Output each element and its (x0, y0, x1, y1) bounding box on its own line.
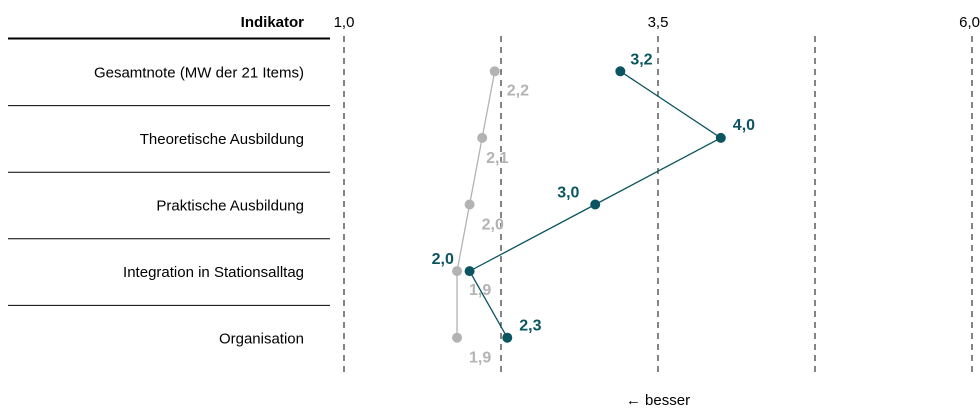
data-point (489, 66, 500, 77)
data-point (452, 266, 463, 277)
data-point (464, 266, 475, 277)
data-label: 3,0 (557, 185, 579, 202)
indicator-header: Indikator (241, 14, 305, 31)
data-point (502, 332, 513, 343)
data-point (615, 66, 626, 77)
x-tick-label: 1,0 (334, 14, 355, 31)
series-1: 3,2 4,0 3,0 2,0 2,3 (432, 51, 755, 343)
x-tick-labels: 1,0 3,5 6,0 (334, 14, 980, 31)
category-label: Praktische Ausbildung (156, 198, 304, 215)
data-label: 2,3 (519, 318, 541, 335)
data-label: 2,2 (507, 82, 529, 99)
category-label: Gesamtnote (MW der 21 Items) (94, 64, 304, 81)
row-dividers (8, 37, 330, 306)
data-label: 2,0 (482, 217, 504, 234)
category-label: Organisation (219, 331, 304, 348)
data-label: 2,0 (432, 251, 454, 268)
gridlines (343, 36, 973, 376)
data-point (452, 332, 463, 343)
category-label: Integration in Stationsalltag (123, 264, 304, 281)
data-point (477, 132, 488, 143)
x-tick-label: 6,0 (959, 14, 980, 31)
series-group: 2,22,12,01,91,93,24,03,02,02,3 (432, 51, 756, 366)
data-label: 2,1 (486, 150, 508, 167)
series-0: 2,22,12,01,91,9 (452, 66, 529, 367)
data-point (590, 199, 601, 210)
data-label: 4,0 (733, 117, 755, 134)
data-point (464, 199, 475, 210)
category-labels: Gesamtnote (MW der 21 Items) Theoretische… (94, 64, 304, 347)
direction-note: ← besser (626, 392, 690, 409)
category-label: Theoretische Ausbildung (140, 131, 304, 148)
x-tick-label: 3,5 (648, 14, 669, 31)
data-point (715, 132, 726, 143)
data-label: 1,9 (469, 350, 491, 367)
data-label: 3,2 (630, 51, 652, 68)
